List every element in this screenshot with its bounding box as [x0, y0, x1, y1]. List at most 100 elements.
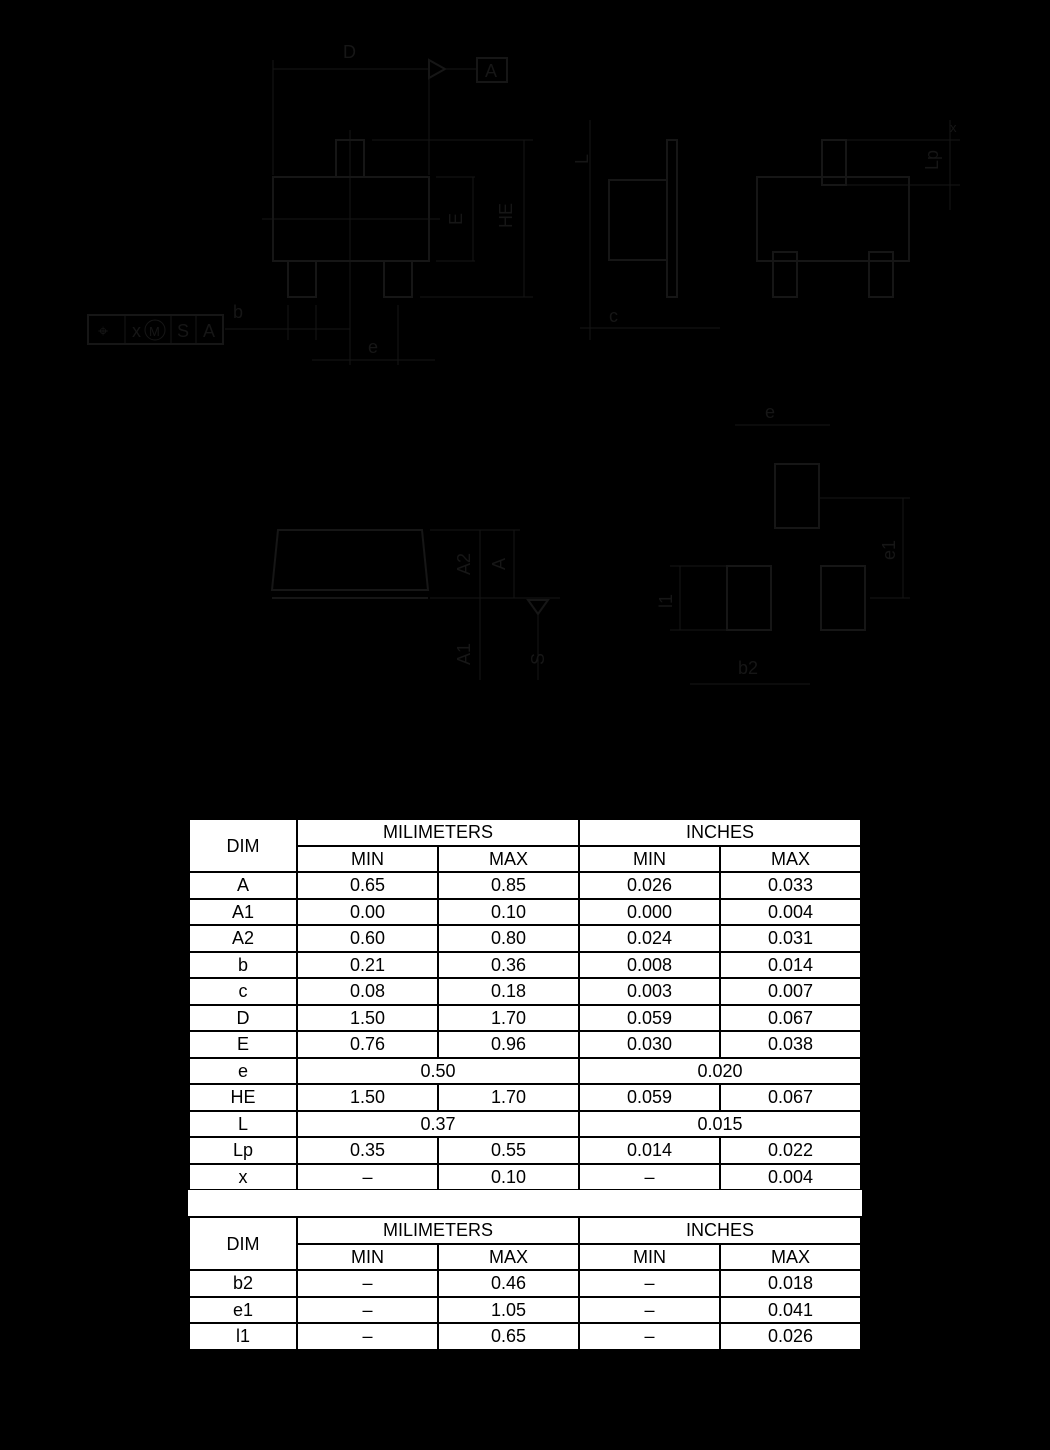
table-cell: 0.014: [719, 950, 862, 979]
table-cell: 0.018: [719, 1269, 862, 1298]
dim-label-e-footprint: e: [765, 402, 775, 422]
table-cell: 0.030: [578, 1030, 721, 1059]
table-cell: –: [296, 1269, 439, 1298]
table-cell: 1.50: [296, 1003, 439, 1032]
table-cell: e: [188, 1056, 298, 1085]
dim-label-b2: b2: [738, 658, 758, 678]
table-cell: DIM: [188, 1216, 298, 1271]
table-row: D 1.50 1.70 0.059 0.067: [188, 1003, 862, 1032]
dim-label-A: A: [489, 558, 509, 570]
table-subheader-row: MIN MAX MIN MAX: [189, 844, 862, 873]
table-cell: INCHES: [578, 1216, 862, 1245]
table-cell: E: [188, 1030, 298, 1059]
table-cell: 0.55: [437, 1136, 580, 1165]
dim-label-l1: l1: [656, 594, 676, 608]
dim-label-S: S: [528, 653, 548, 665]
table-cell: –: [578, 1162, 721, 1191]
table-cell: 0.60: [296, 924, 439, 953]
table-row: HE 1.50 1.70 0.059 0.067: [188, 1083, 862, 1112]
table-spacer: [188, 1190, 862, 1216]
table-cell: 0.026: [719, 1322, 862, 1351]
table-cell: –: [296, 1162, 439, 1191]
footprint-dimension-table: DIM MILIMETERS INCHES MIN MAX MIN MAX b2–0.46–0…: [188, 1216, 862, 1351]
table-cell: e1: [188, 1295, 298, 1324]
table-header-row: DIM MILIMETERS INCHES: [188, 1216, 862, 1271]
table-cell: 1.70: [437, 1083, 580, 1112]
table-subheader-row: MIN MAX MIN MAX: [189, 1242, 862, 1271]
table-cell: 0.022: [719, 1136, 862, 1165]
table-cell: 0.96: [437, 1030, 580, 1059]
package-outline-drawing: D A E HE b e ⌖ x M S A L c: [87, 42, 960, 685]
tolerance-x: x: [132, 321, 141, 341]
table-cell: 0.014: [578, 1136, 721, 1165]
dim-label-x: x: [950, 120, 957, 135]
table-cell: 0.65: [437, 1322, 580, 1351]
table-cell: 0.067: [719, 1003, 862, 1032]
table-cell: MAX: [719, 1242, 862, 1271]
dim-label-A1: A1: [454, 643, 474, 665]
table-cell: MIN: [296, 1242, 439, 1271]
top-view: D A E HE b e ⌖ x M S A: [87, 42, 533, 365]
table-cell: 0.37: [296, 1109, 580, 1138]
table-cell: DIM: [188, 818, 298, 873]
table-cell: 0.041: [719, 1295, 862, 1324]
dim-label-c: c: [609, 306, 618, 326]
end-view: Lp x: [756, 120, 960, 298]
table-cell: A: [188, 871, 298, 900]
table-row: L 0.37 0.015: [188, 1109, 862, 1138]
table-row: b 0.21 0.36 0.008 0.014: [188, 950, 862, 979]
table-header-row: DIM MILIMETERS INCHES: [188, 818, 862, 873]
table-cell: MILIMETERS: [296, 818, 580, 847]
table-cell: MIN: [296, 844, 439, 873]
table-cell: 0.026: [578, 871, 721, 900]
table-row: e 0.50 0.020: [188, 1056, 862, 1085]
dim-label-e: e: [368, 337, 378, 357]
table-cell: 0.80: [437, 924, 580, 953]
dim-label-b: b: [233, 302, 243, 322]
table-cell: 0.10: [437, 897, 580, 926]
table-cell: 0.000: [578, 897, 721, 926]
table-row: A 0.65 0.85 0.026 0.033: [188, 871, 862, 900]
table-cell: 0.21: [296, 950, 439, 979]
table-cell: 0.033: [719, 871, 862, 900]
position-tolerance-icon: ⌖: [98, 321, 108, 341]
table-cell: 0.46: [437, 1269, 580, 1298]
table-cell: L: [188, 1109, 298, 1138]
table-cell: 0.003: [578, 977, 721, 1006]
tolerance-s: S: [177, 321, 189, 341]
table-cell: 0.015: [578, 1109, 862, 1138]
table-cell: 0.50: [296, 1056, 580, 1085]
table-cell: Lp: [188, 1136, 298, 1165]
table-cell: 0.36: [437, 950, 580, 979]
table-row: A1 0.00 0.10 0.000 0.004: [188, 897, 862, 926]
table-cell: 1.05: [437, 1295, 580, 1324]
table-cell: 0.004: [719, 897, 862, 926]
table-cell: b: [188, 950, 298, 979]
dim-label-HE: HE: [496, 203, 516, 228]
dim-label-L: L: [572, 154, 592, 164]
table-cell: 0.00: [296, 897, 439, 926]
table-cell: 0.65: [296, 871, 439, 900]
table-cell: –: [578, 1322, 721, 1351]
dim-label-Lp: Lp: [922, 150, 942, 170]
dim-label-A2: A2: [454, 553, 474, 575]
table-cell: MAX: [437, 844, 580, 873]
dim-label-e1: e1: [879, 540, 899, 560]
table-cell: c: [188, 977, 298, 1006]
table-cell: –: [578, 1295, 721, 1324]
table-row: c 0.08 0.18 0.003 0.007: [188, 977, 862, 1006]
table-row: b2–0.46–0.018: [188, 1269, 862, 1298]
table-cell: MILIMETERS: [296, 1216, 580, 1245]
table-cell: 1.50: [296, 1083, 439, 1112]
table-cell: 0.059: [578, 1083, 721, 1112]
table-cell: 0.08: [296, 977, 439, 1006]
tolerance-a: A: [203, 321, 215, 341]
front-view: A2 A A1 S: [270, 529, 560, 680]
table-cell: –: [578, 1269, 721, 1298]
table-cell: MAX: [719, 844, 862, 873]
table-cell: INCHES: [578, 818, 862, 847]
table-cell: 0.059: [578, 1003, 721, 1032]
table-cell: 0.008: [578, 950, 721, 979]
table-cell: –: [296, 1322, 439, 1351]
table-cell: 0.007: [719, 977, 862, 1006]
